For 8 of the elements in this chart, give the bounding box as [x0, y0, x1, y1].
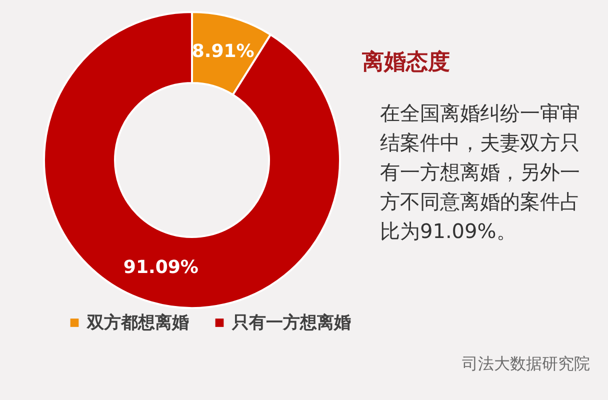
data-label: 91.09% [123, 257, 198, 278]
data-label: 8.91% [192, 40, 254, 62]
text: 司法大数据研究院 [462, 354, 590, 373]
donut-slice [43, 11, 341, 309]
text: 离婚态度 [361, 49, 450, 75]
legend-label: 双方都想离婚 [86, 312, 189, 333]
text: 在全国离婚纠纷一审审结案件中，夫妻双方只有一方想离婚，另外一方不同意离婚的案件占比为91.09%。 [380, 101, 580, 243]
legend-label: 只有一方想离婚 [231, 312, 351, 333]
